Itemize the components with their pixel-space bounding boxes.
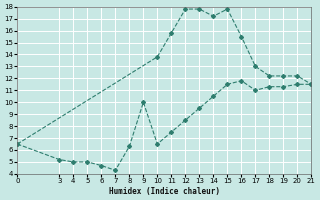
X-axis label: Humidex (Indice chaleur): Humidex (Indice chaleur) [109,187,220,196]
